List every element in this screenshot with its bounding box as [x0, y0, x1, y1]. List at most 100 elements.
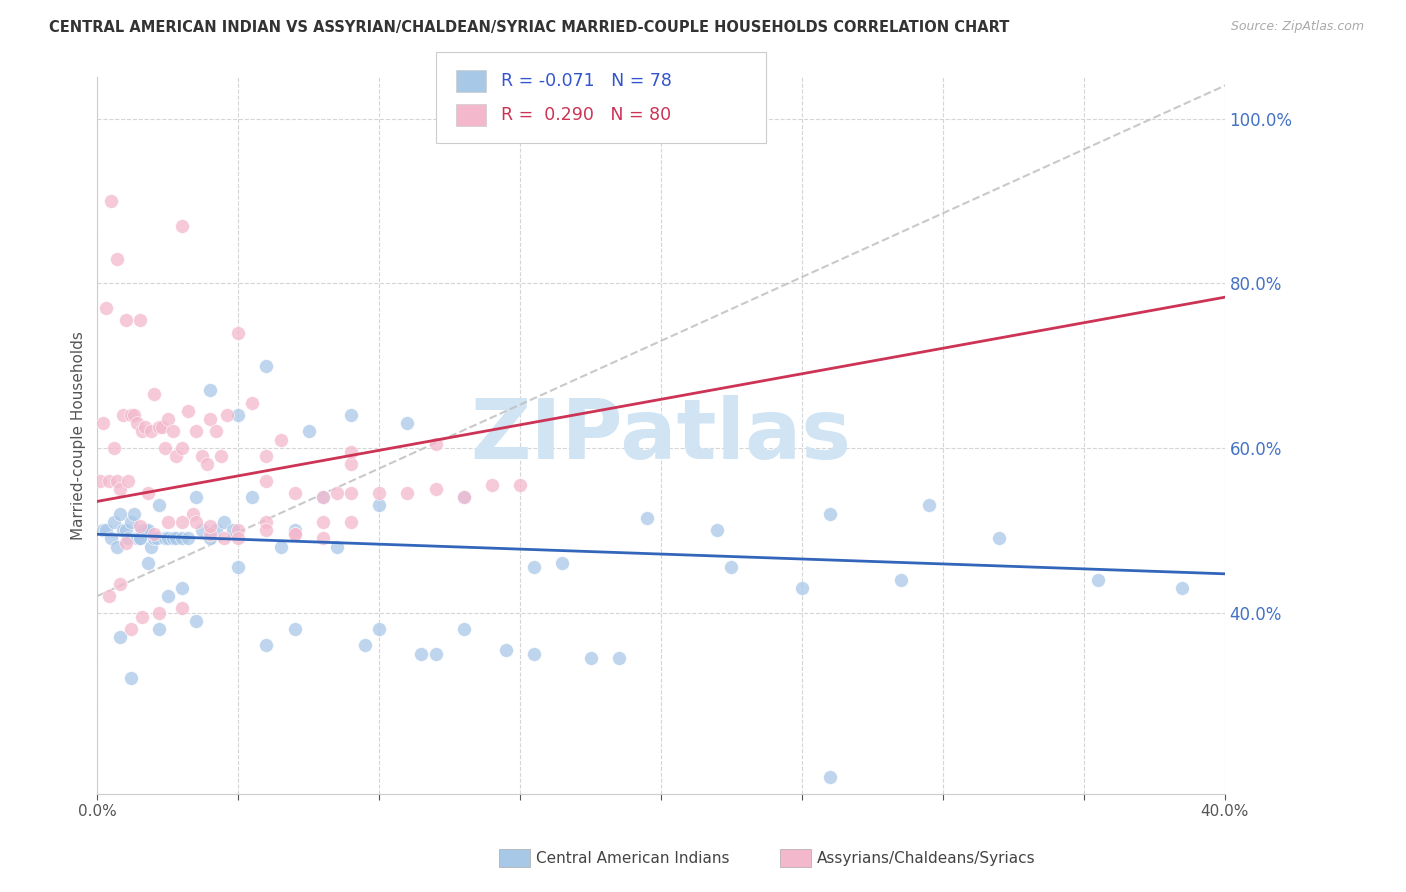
- Point: [94, 301, 117, 315]
- Point: [195, 458, 218, 472]
- Point: [156, 589, 179, 603]
- Point: [425, 436, 447, 450]
- Point: [270, 433, 292, 447]
- Point: [134, 420, 156, 434]
- Point: [256, 359, 278, 373]
- Point: [607, 650, 630, 665]
- Point: [509, 478, 531, 492]
- Point: [89, 474, 111, 488]
- Point: [396, 486, 419, 500]
- Point: [326, 540, 349, 554]
- Point: [125, 532, 148, 546]
- Point: [706, 523, 728, 537]
- Point: [284, 486, 307, 500]
- Point: [212, 515, 235, 529]
- Point: [190, 449, 212, 463]
- Point: [312, 532, 335, 546]
- Point: [122, 507, 145, 521]
- Point: [340, 408, 363, 422]
- Point: [128, 532, 150, 546]
- Point: [103, 515, 125, 529]
- Point: [176, 404, 198, 418]
- Point: [170, 441, 193, 455]
- Point: [181, 507, 204, 521]
- Point: [226, 532, 249, 546]
- Point: [114, 523, 136, 537]
- Point: [156, 515, 179, 529]
- Point: [256, 639, 278, 653]
- Point: [108, 576, 131, 591]
- Point: [148, 606, 170, 620]
- Point: [145, 532, 167, 546]
- Point: [818, 507, 841, 521]
- Point: [148, 622, 170, 636]
- Point: [198, 527, 221, 541]
- Point: [1171, 581, 1194, 595]
- Point: [150, 420, 173, 434]
- Point: [105, 540, 128, 554]
- Point: [918, 499, 941, 513]
- Point: [153, 532, 176, 546]
- Point: [91, 523, 114, 537]
- Point: [425, 482, 447, 496]
- Point: [256, 474, 278, 488]
- Point: [354, 639, 377, 653]
- Point: [818, 770, 841, 784]
- Point: [100, 532, 122, 546]
- Point: [153, 441, 176, 455]
- Point: [190, 523, 212, 537]
- Point: [284, 622, 307, 636]
- Point: [103, 441, 125, 455]
- Text: R = -0.071   N = 78: R = -0.071 N = 78: [501, 72, 672, 90]
- Text: ZIPatlas: ZIPatlas: [471, 395, 852, 476]
- Point: [131, 425, 153, 439]
- Point: [156, 532, 179, 546]
- Point: [134, 523, 156, 537]
- Point: [97, 474, 120, 488]
- Point: [212, 532, 235, 546]
- Point: [495, 642, 517, 657]
- Point: [125, 416, 148, 430]
- Point: [108, 507, 131, 521]
- Point: [128, 532, 150, 546]
- Point: [890, 573, 912, 587]
- Point: [184, 490, 207, 504]
- Point: [453, 490, 475, 504]
- Point: [128, 519, 150, 533]
- Point: [142, 527, 165, 541]
- Point: [198, 412, 221, 426]
- Y-axis label: Married-couple Households: Married-couple Households: [72, 331, 86, 540]
- Point: [108, 630, 131, 644]
- Point: [256, 449, 278, 463]
- Point: [368, 499, 391, 513]
- Point: [184, 614, 207, 628]
- Point: [226, 560, 249, 574]
- Point: [988, 532, 1011, 546]
- Point: [94, 523, 117, 537]
- Point: [139, 540, 162, 554]
- Point: [326, 486, 349, 500]
- Point: [226, 326, 249, 340]
- Point: [1087, 573, 1109, 587]
- Point: [270, 540, 292, 554]
- Point: [240, 490, 263, 504]
- Point: [142, 532, 165, 546]
- Point: [284, 527, 307, 541]
- Point: [120, 408, 142, 422]
- Point: [111, 523, 134, 537]
- Point: [165, 449, 187, 463]
- Point: [720, 560, 742, 574]
- Point: [100, 194, 122, 208]
- Point: [122, 408, 145, 422]
- Point: [579, 650, 602, 665]
- Point: [411, 647, 433, 661]
- Point: [136, 486, 159, 500]
- Point: [209, 449, 232, 463]
- Point: [184, 425, 207, 439]
- Point: [91, 416, 114, 430]
- Point: [114, 535, 136, 549]
- Text: Assyrians/Chaldeans/Syriacs: Assyrians/Chaldeans/Syriacs: [817, 851, 1035, 865]
- Point: [170, 515, 193, 529]
- Text: Source: ZipAtlas.com: Source: ZipAtlas.com: [1230, 20, 1364, 33]
- Point: [105, 252, 128, 266]
